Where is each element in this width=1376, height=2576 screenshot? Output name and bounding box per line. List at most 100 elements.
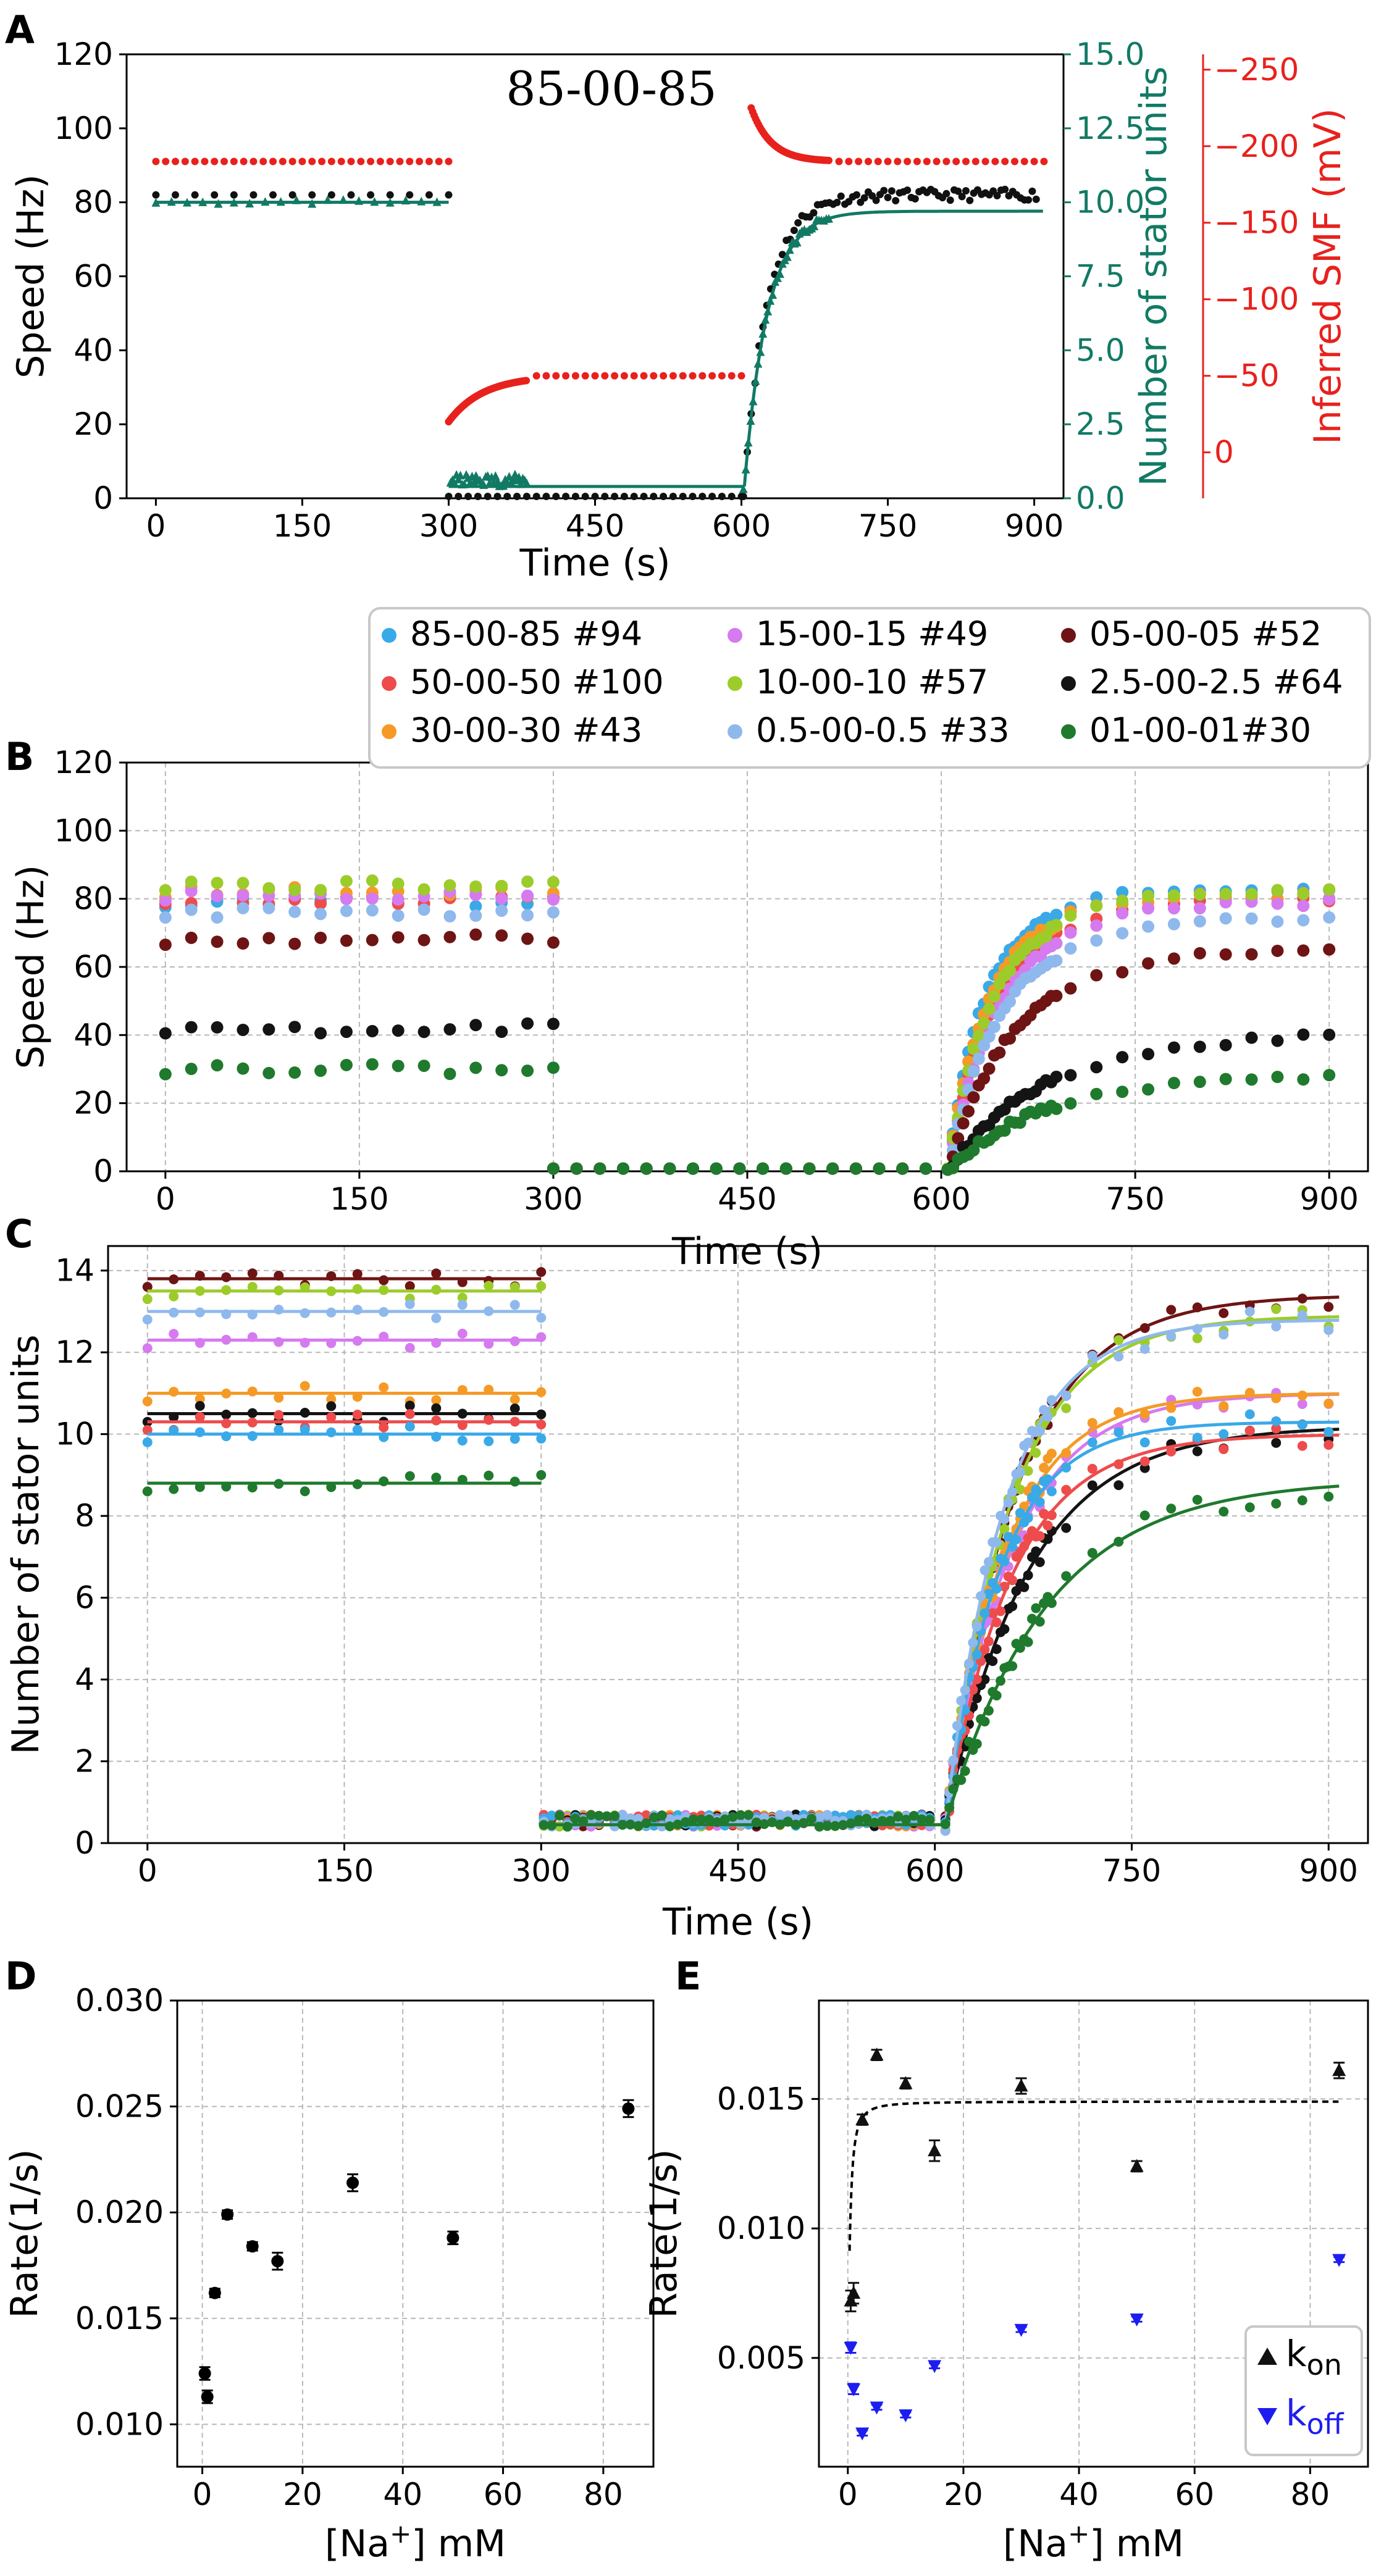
stator-point xyxy=(1087,1463,1097,1474)
stator-point xyxy=(379,1382,389,1392)
speed-point xyxy=(1323,883,1336,896)
speed-point xyxy=(1271,915,1284,928)
speed-point xyxy=(630,493,638,501)
stator-point xyxy=(1271,1416,1282,1426)
smf-point xyxy=(845,157,853,165)
speed-point xyxy=(978,1017,991,1030)
legend-marker xyxy=(382,628,396,643)
stator-point xyxy=(688,1814,698,1825)
speed-point xyxy=(640,1162,653,1175)
stator-point xyxy=(1244,1387,1255,1398)
stator-point xyxy=(1114,1427,1124,1437)
speed-point xyxy=(958,193,966,201)
speed-point xyxy=(211,1021,224,1034)
stator-point xyxy=(983,1705,994,1716)
koff-point xyxy=(1332,2254,1346,2267)
speed-point xyxy=(185,876,198,889)
stator-point xyxy=(704,1814,715,1825)
legend-koff-marker xyxy=(1257,2408,1277,2425)
rate-point xyxy=(346,2177,359,2189)
stator-point xyxy=(247,1268,258,1279)
legend: 85-00-85 #94 15-00-15 #49 05-00-05 #52 50-0… xyxy=(368,607,1371,769)
stator-point xyxy=(1034,1557,1045,1567)
x-tick-label: 150 xyxy=(273,508,332,544)
stator-point xyxy=(431,1313,442,1323)
x-tick-label: 0 xyxy=(838,2477,858,2512)
stator-point xyxy=(1114,1536,1124,1547)
speed-point xyxy=(1050,919,1063,932)
legend-marker xyxy=(1061,676,1076,691)
stator-point xyxy=(142,1315,153,1325)
stator-point xyxy=(195,1411,205,1422)
speed-point xyxy=(159,884,172,897)
speed-point xyxy=(967,1144,980,1156)
stator-point xyxy=(996,1676,1005,1686)
speed-point xyxy=(571,493,579,501)
speed-point xyxy=(455,493,463,501)
stator-point xyxy=(908,1810,919,1821)
y3-tick-label: −100 xyxy=(1214,282,1299,317)
stator-point xyxy=(1139,1409,1150,1420)
speed-point xyxy=(392,909,405,922)
speed-point xyxy=(689,493,697,501)
speed-point xyxy=(993,191,1001,199)
speed-point xyxy=(314,884,327,897)
speed-point xyxy=(314,931,327,944)
stator-point xyxy=(1007,1575,1018,1586)
legend-marker xyxy=(1061,628,1076,643)
legend-label: 30-00-30 #43 xyxy=(410,711,642,750)
speed-point xyxy=(547,906,560,919)
speed-point xyxy=(833,198,841,206)
stator-point xyxy=(1219,1429,1229,1439)
stator-point xyxy=(1244,1502,1255,1513)
speed-point xyxy=(464,493,472,501)
stator-point xyxy=(980,1674,990,1684)
y2-tick-label: 12.5 xyxy=(1076,111,1144,146)
stator-point xyxy=(964,1658,974,1669)
stator-point xyxy=(893,1812,904,1822)
stator-point xyxy=(586,1810,596,1820)
x-tick-label: 300 xyxy=(512,1853,571,1889)
speed-point xyxy=(366,904,379,917)
y-tick-label: 0.010 xyxy=(717,2210,805,2246)
stator-point xyxy=(1019,1582,1030,1592)
plot-frame xyxy=(125,53,1065,500)
legend-kon-marker xyxy=(1257,2348,1277,2365)
speed-point xyxy=(1039,930,1052,943)
stator-point xyxy=(594,1810,604,1821)
speed-point xyxy=(211,935,224,948)
stator-point xyxy=(968,1637,978,1648)
speed-point xyxy=(779,1162,792,1175)
speed-point xyxy=(250,191,258,199)
stator-point xyxy=(1061,1403,1072,1413)
speed-point xyxy=(1090,1087,1103,1100)
speed-point xyxy=(445,191,453,199)
speed-point xyxy=(392,893,405,906)
stator-point xyxy=(247,1482,258,1493)
speed-point xyxy=(1142,920,1155,933)
stator-point xyxy=(1061,1462,1072,1473)
koff-point xyxy=(1014,2323,1028,2337)
stator-point xyxy=(1087,1418,1097,1428)
stator-point xyxy=(901,1814,911,1825)
speed-point xyxy=(1001,185,1009,193)
stator-point xyxy=(142,1282,153,1292)
speed-point xyxy=(904,186,912,194)
speed-point xyxy=(288,191,296,199)
stator-point xyxy=(1015,1642,1025,1653)
speed-point xyxy=(896,1162,909,1175)
smf-point xyxy=(611,372,619,380)
smf-point xyxy=(347,157,355,165)
speed-point xyxy=(972,1052,985,1065)
panel-letter-d: D xyxy=(5,1954,36,1999)
legend-koff-label: koff xyxy=(1286,2392,1345,2441)
stator-point xyxy=(983,1589,994,1599)
speed-point xyxy=(445,493,453,501)
speed-point xyxy=(810,209,818,217)
stator-point xyxy=(352,1305,363,1315)
speed-point xyxy=(443,1023,456,1036)
speed-point xyxy=(1271,1071,1284,1084)
stator-point xyxy=(1114,1407,1124,1417)
smf-point xyxy=(445,157,453,165)
speed-point xyxy=(1297,914,1310,927)
